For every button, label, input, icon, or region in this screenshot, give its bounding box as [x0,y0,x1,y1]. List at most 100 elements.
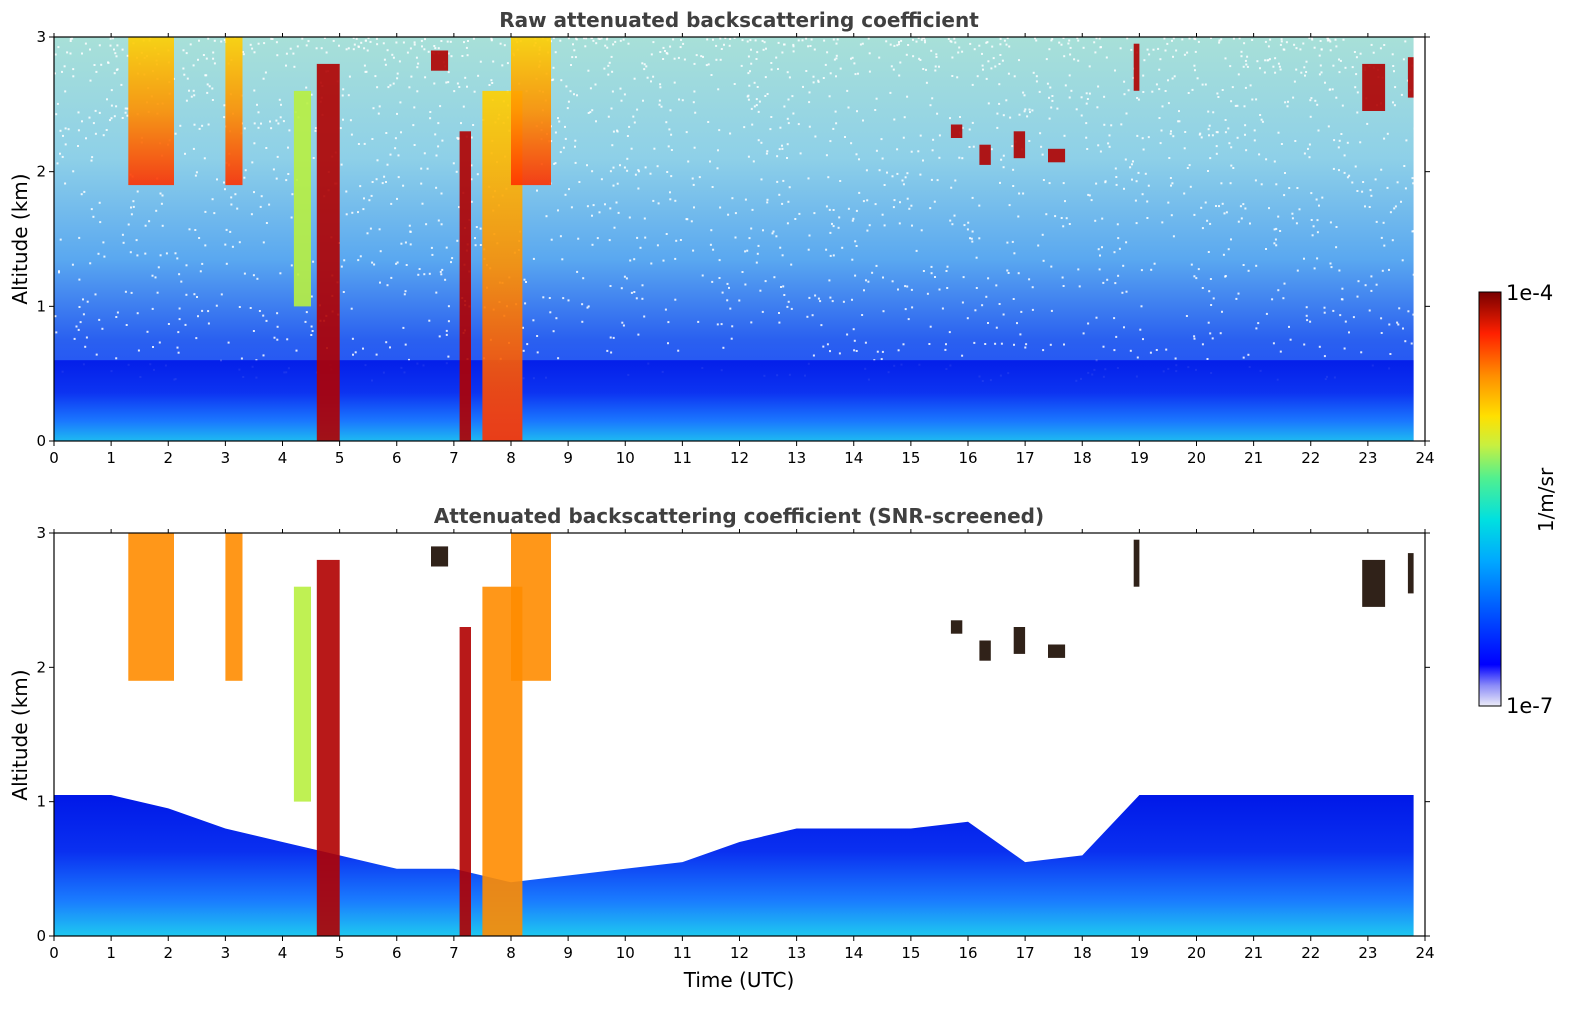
x-tick-label: 23 [1358,944,1377,962]
y-axis: 0 1 2 3 [36,28,1430,450]
x-tick-label: 13 [787,449,806,467]
x-tick-label: 11 [673,449,692,467]
x-tick-label: 12 [730,449,749,467]
x-tick-label: 11 [673,944,692,962]
y-tick-label: 2 [36,658,46,676]
x-tick-label: 3 [221,944,231,962]
cloud-feature [511,37,551,186]
x-tick-label: 4 [278,449,288,467]
x-tick-label: 24 [1415,449,1434,467]
cloud-feature [1133,539,1140,587]
cloud-feature [511,533,551,681]
colorbar-max-label: 1e-4 [1506,281,1553,305]
colorbar-unit-label: 1/m/sr [1534,467,1558,532]
x-tick-label: 8 [506,944,516,962]
panel-title: Raw attenuated backscattering coefficien… [499,8,979,32]
x-tick-label: 3 [221,449,231,467]
x-tick-label: 21 [1244,944,1263,962]
x-tick-label: 1 [106,944,116,962]
x-tick-label: 21 [1244,449,1263,467]
cloud-feature [950,124,963,138]
x-tick-label: 20 [1187,944,1206,962]
x-tick-label: 5 [335,944,345,962]
cloud-feature [1013,627,1026,654]
x-tick-label: 0 [49,944,59,962]
x-tick-label: 12 [730,944,749,962]
cloud-feature [1048,148,1066,163]
x-tick-label: 17 [1016,944,1035,962]
x-tick-label: 15 [901,944,920,962]
y-axis-label: Altitude (km) [8,173,32,304]
cloud-feature [431,50,449,71]
cloud-feature [950,620,963,634]
x-tick-label: 10 [616,944,635,962]
cloud-feature [1407,553,1414,594]
cloud-feature [293,90,311,307]
y-tick-label: 3 [36,28,46,46]
colorbar-gradient [1478,291,1502,707]
cloud-feature [431,546,449,567]
x-tick-label: 19 [1130,449,1149,467]
heatmap-area [54,37,1416,441]
x-tick-label: 18 [1073,944,1092,962]
cloud-feature [1048,644,1066,658]
cloud-feature [1362,559,1386,607]
y-tick-label: 3 [36,524,46,542]
heatmap-area [54,533,1425,936]
x-tick-label: 15 [901,449,920,467]
x-axis: 0 1 2 3 4 5 6 7 8 9 10 11 12 13 14 15 16 17 18 19 20 21 22 23 24 [49,529,1435,962]
x-tick-label: 5 [335,449,345,467]
x-tick-label: 13 [787,944,806,962]
x-axis: 0 1 2 3 4 5 6 7 8 9 10 11 12 13 14 15 16 17 18 19 20 21 22 23 24 [49,33,1435,467]
cloud-feature [1013,131,1026,159]
cloud-feature [293,586,311,802]
cloud-feature [225,37,243,186]
x-tick-label: 1 [106,449,116,467]
x-tick-label: 19 [1130,944,1149,962]
y-axis-label: Altitude (km) [8,669,32,800]
panel-screened: Attenuated backscattering coefficient (S… [8,504,1435,992]
cloud-feature [316,63,340,441]
cloud-feature [1362,63,1386,111]
x-tick-label: 17 [1016,449,1035,467]
x-tick-label: 7 [449,944,459,962]
cloud-feature [225,533,243,681]
cloud-feature [979,144,991,165]
x-tick-label: 4 [278,944,288,962]
colorbar-min-label: 1e-7 [1506,694,1553,718]
boundary-layer [54,795,1414,936]
x-tick-label: 23 [1358,449,1377,467]
x-axis-label: Time (UTC) [683,968,795,992]
cloud-feature [979,640,991,661]
x-tick-label: 8 [506,449,516,467]
x-tick-label: 16 [958,944,977,962]
x-tick-label: 20 [1187,449,1206,467]
x-tick-label: 18 [1073,449,1092,467]
colorbar: 1e-4 1e-7 1/m/sr [1478,281,1558,718]
cloud-feature [128,533,174,681]
y-tick-label: 2 [36,163,46,181]
panel-title: Attenuated backscattering coefficient (S… [434,504,1044,528]
x-tick-label: 2 [163,944,173,962]
cloud-feature [316,559,340,936]
x-tick-label: 6 [392,944,402,962]
y-tick-label: 0 [36,927,46,945]
x-tick-label: 16 [958,449,977,467]
x-tick-label: 22 [1301,449,1320,467]
y-tick-label: 1 [36,297,46,315]
x-tick-label: 22 [1301,944,1320,962]
cloud-feature [128,37,174,186]
x-tick-label: 2 [163,449,173,467]
x-tick-label: 14 [844,449,863,467]
boundary-layer [54,360,1414,441]
x-tick-label: 10 [616,449,635,467]
x-tick-label: 7 [449,449,459,467]
x-tick-label: 0 [49,449,59,467]
x-tick-label: 9 [563,449,573,467]
y-tick-label: 1 [36,793,46,811]
x-tick-label: 14 [844,944,863,962]
cloud-feature [459,627,471,936]
cloud-feature [1133,43,1140,91]
x-tick-label: 9 [563,944,573,962]
